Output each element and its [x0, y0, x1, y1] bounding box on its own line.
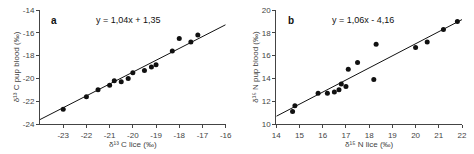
svg-text:δ¹⁵ N lice (‰): δ¹⁵ N lice (‰) [345, 140, 394, 149]
svg-text:δ¹³ C lice (‰): δ¹³ C lice (‰) [109, 140, 157, 149]
svg-text:δ¹⁵ N pup blood (‰): δ¹⁵ N pup blood (‰) [251, 31, 260, 103]
svg-text:-22: -22 [23, 97, 35, 106]
svg-text:12: 12 [262, 97, 271, 106]
svg-text:14: 14 [272, 131, 281, 140]
svg-text:δ¹³ C pup blood (‰): δ¹³ C pup blood (‰) [12, 31, 21, 102]
svg-text:-18: -18 [23, 51, 35, 60]
svg-text:14: 14 [262, 74, 271, 83]
svg-text:17: 17 [341, 131, 350, 140]
svg-text:-18: -18 [173, 131, 185, 140]
svg-text:-24: -24 [23, 120, 35, 129]
svg-text:-20: -20 [127, 131, 139, 140]
svg-text:16: 16 [318, 131, 327, 140]
svg-text:21: 21 [434, 131, 443, 140]
svg-text:15: 15 [295, 131, 304, 140]
svg-text:16: 16 [262, 51, 271, 60]
svg-text:-16: -16 [220, 131, 232, 140]
svg-text:18: 18 [365, 131, 374, 140]
svg-text:-16: -16 [23, 29, 35, 38]
svg-text:-21: -21 [104, 131, 116, 140]
svg-text:22: 22 [458, 131, 467, 140]
svg-text:-17: -17 [197, 131, 209, 140]
svg-text:-14: -14 [23, 6, 35, 15]
svg-text:a: a [51, 15, 57, 26]
svg-text:10: 10 [262, 120, 271, 129]
svg-text:20: 20 [262, 6, 271, 15]
svg-text:y = 1,06x - 4,16: y = 1,06x - 4,16 [332, 15, 394, 25]
svg-text:19: 19 [388, 131, 397, 140]
svg-text:-19: -19 [150, 131, 162, 140]
svg-text:-22: -22 [81, 131, 93, 140]
svg-text:b: b [288, 15, 294, 26]
svg-text:18: 18 [262, 29, 271, 38]
svg-text:20: 20 [411, 131, 420, 140]
svg-text:y = 1,04x + 1,35: y = 1,04x + 1,35 [96, 15, 161, 25]
svg-text:-20: -20 [23, 74, 35, 83]
svg-text:-23: -23 [57, 131, 69, 140]
